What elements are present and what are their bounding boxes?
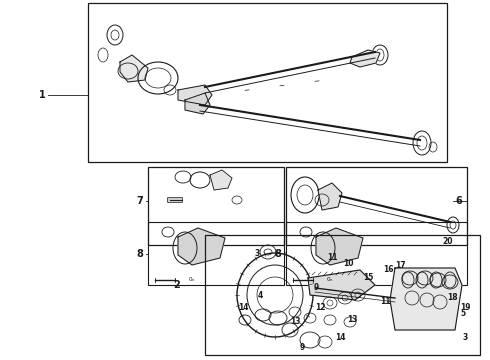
Polygon shape [185, 93, 210, 114]
Text: $\mathregular{0_n}$: $\mathregular{0_n}$ [326, 275, 334, 284]
Polygon shape [178, 228, 225, 265]
Text: 11: 11 [380, 297, 390, 306]
Polygon shape [210, 170, 232, 190]
Polygon shape [350, 50, 380, 67]
Polygon shape [120, 55, 148, 82]
Text: 11: 11 [327, 252, 337, 261]
Text: 14: 14 [335, 333, 345, 342]
Text: 4: 4 [257, 291, 263, 300]
Text: $\mathregular{0_n}$: $\mathregular{0_n}$ [188, 275, 196, 284]
Text: 17: 17 [394, 261, 405, 270]
Polygon shape [390, 268, 462, 330]
Text: 8: 8 [274, 249, 281, 259]
Text: 2: 2 [173, 280, 180, 290]
Text: 1: 1 [39, 90, 46, 100]
FancyBboxPatch shape [168, 198, 182, 202]
Text: 13: 13 [347, 315, 357, 324]
Text: 3: 3 [463, 333, 467, 342]
Text: 15: 15 [363, 274, 373, 283]
Text: 16: 16 [383, 266, 393, 274]
Text: 10: 10 [343, 258, 353, 267]
Text: 3: 3 [254, 249, 260, 258]
Text: 13: 13 [290, 318, 300, 327]
Text: 19: 19 [460, 303, 470, 312]
Text: 8: 8 [137, 249, 144, 259]
Text: 5: 5 [461, 309, 465, 318]
Text: 7: 7 [137, 196, 144, 206]
Text: 12: 12 [315, 302, 325, 311]
Text: 6: 6 [456, 196, 463, 206]
Text: 18: 18 [447, 293, 457, 302]
Polygon shape [178, 85, 212, 105]
Text: 14: 14 [238, 303, 248, 312]
Text: 9: 9 [299, 343, 305, 352]
Polygon shape [316, 228, 363, 265]
Text: 9: 9 [314, 283, 318, 292]
Polygon shape [318, 183, 342, 210]
Text: 20: 20 [443, 238, 453, 247]
Polygon shape [308, 270, 375, 300]
